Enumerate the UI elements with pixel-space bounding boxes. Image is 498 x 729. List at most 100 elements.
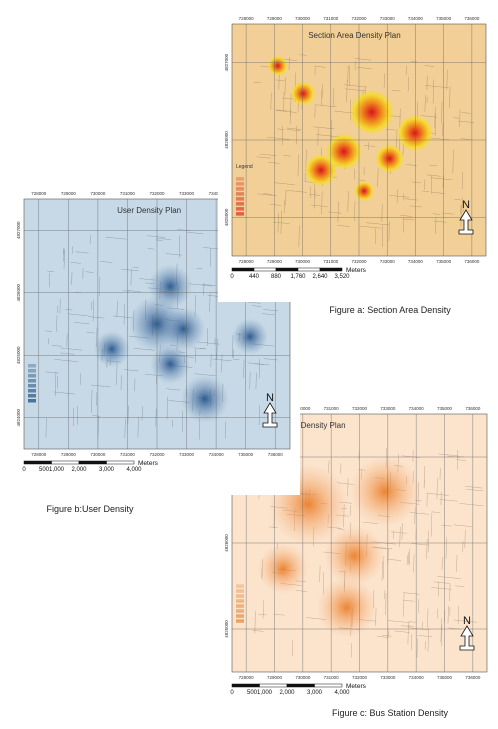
x-coordinate-label: 734000 <box>408 259 424 264</box>
scale-unit: Meters <box>138 460 159 467</box>
density-blob <box>305 154 337 186</box>
x-coordinate-label: 736000 <box>465 675 481 680</box>
x-coordinate-label: 728000 <box>31 452 47 457</box>
y-coordinate-label: 4827000 <box>16 221 21 239</box>
x-coordinate-label: 733000 <box>179 191 195 196</box>
x-coordinate-label: 733000 <box>380 675 396 680</box>
legend-swatch <box>236 599 244 603</box>
figure-page: 728000 728000 729000 729000 730000 730000 7310… <box>0 0 498 724</box>
y-coordinate-label: 4827000 <box>224 53 229 71</box>
x-coordinate-label: 730000 <box>295 675 311 680</box>
map-title: Section Area Density Plan <box>308 31 401 40</box>
x-coordinate-label: 728000 <box>239 259 255 264</box>
x-coordinate-label: 735000 <box>238 452 254 457</box>
legend-swatch <box>236 212 244 216</box>
x-coordinate-label: 733000 <box>179 452 195 457</box>
scale-label: 2,000 <box>279 690 295 696</box>
legend-swatch <box>236 614 244 618</box>
density-blob <box>258 544 308 594</box>
y-coordinate-label: 4825000 <box>224 620 229 638</box>
x-coordinate-label: 731000 <box>324 675 340 680</box>
legend-swatch <box>236 604 244 608</box>
x-coordinate-label: 736000 <box>465 406 481 411</box>
x-coordinate-label: 732000 <box>351 259 367 264</box>
scale-segment <box>254 268 276 271</box>
scale-unit: Meters <box>346 267 367 274</box>
x-coordinate-label: 731000 <box>323 259 339 264</box>
legend-swatch <box>28 399 36 403</box>
scale-segment <box>52 461 80 464</box>
y-coordinate-label: 4824000 <box>16 408 21 426</box>
density-blob <box>181 375 229 423</box>
x-coordinate-label: 732000 <box>149 452 165 457</box>
figure-caption: Figure a: Section Area Density <box>329 305 451 315</box>
north-label: N <box>463 615 471 627</box>
x-coordinate-label: 736000 <box>268 452 284 457</box>
legend-swatch <box>28 379 36 383</box>
legend-swatch <box>236 192 244 196</box>
legend-swatch <box>236 182 244 186</box>
y-coordinate-label: 4825000 <box>16 346 21 364</box>
x-coordinate-label: 731000 <box>323 16 339 21</box>
scale-label: 5001,000 <box>247 690 273 696</box>
legend-swatch <box>28 364 36 368</box>
x-coordinate-label: 736000 <box>464 259 480 264</box>
density-blob <box>397 115 433 151</box>
legend-swatch <box>28 394 36 398</box>
x-coordinate-label: 729000 <box>267 16 283 21</box>
density-blob <box>354 181 374 201</box>
legend-swatch <box>28 374 36 378</box>
scale-segment <box>298 268 320 271</box>
scale-segment <box>232 684 260 687</box>
x-coordinate-label: 729000 <box>61 452 77 457</box>
scale-label: 440 <box>249 274 260 280</box>
y-coordinate-label: 4826000 <box>224 534 229 552</box>
x-coordinate-label: 733000 <box>380 259 396 264</box>
legend-swatch <box>236 207 244 211</box>
x-coordinate-label: 736000 <box>464 16 480 21</box>
x-coordinate-label: 728000 <box>239 16 255 21</box>
density-blob <box>232 319 268 355</box>
legend-swatch <box>236 187 244 191</box>
scale-label: 1,760 <box>290 274 306 280</box>
x-coordinate-label: 729000 <box>61 191 77 196</box>
x-coordinate-label: 729000 <box>267 675 283 680</box>
legend-title: Legend <box>236 164 253 170</box>
x-coordinate-label: 733000 <box>380 16 396 21</box>
scale-segment <box>315 684 343 687</box>
legend-swatch <box>236 619 244 623</box>
density-blob <box>94 331 130 367</box>
scale-label: 4,000 <box>334 690 350 696</box>
x-coordinate-label: 731000 <box>120 452 136 457</box>
scale-segment <box>320 268 342 271</box>
legend-swatch <box>236 594 244 598</box>
x-coordinate-label: 734000 <box>409 406 425 411</box>
scale-segment <box>276 268 298 271</box>
scale-segment <box>107 461 135 464</box>
scale-label: 2,640 <box>312 274 328 280</box>
x-coordinate-label: 735000 <box>436 259 452 264</box>
figure-caption: Figure c: Bus Station Density <box>332 708 449 718</box>
density-blob <box>375 145 403 173</box>
x-coordinate-label: 733000 <box>380 406 396 411</box>
x-coordinate-label: 730000 <box>90 452 106 457</box>
x-coordinate-label: 728000 <box>31 191 47 196</box>
x-coordinate-label: 730000 <box>295 16 311 21</box>
x-coordinate-label: 732000 <box>352 406 368 411</box>
legend-swatch <box>28 389 36 393</box>
north-label: N <box>462 199 470 211</box>
y-coordinate-label: 4826000 <box>224 131 229 149</box>
x-coordinate-label: 730000 <box>295 259 311 264</box>
scale-label: 3,000 <box>99 467 115 473</box>
scale-label: 4,000 <box>126 467 142 473</box>
figure-caption: Figure b:User Density <box>46 504 134 514</box>
y-coordinate-label: 4825000 <box>224 208 229 226</box>
x-coordinate-label: 735000 <box>436 16 452 21</box>
x-coordinate-label: 728000 <box>239 675 255 680</box>
scale-segment <box>232 268 254 271</box>
x-coordinate-label: 735000 <box>437 675 453 680</box>
density-blob <box>162 307 206 351</box>
legend-swatch <box>236 202 244 206</box>
density-blob <box>350 456 420 526</box>
x-coordinate-label: 732000 <box>351 16 367 21</box>
